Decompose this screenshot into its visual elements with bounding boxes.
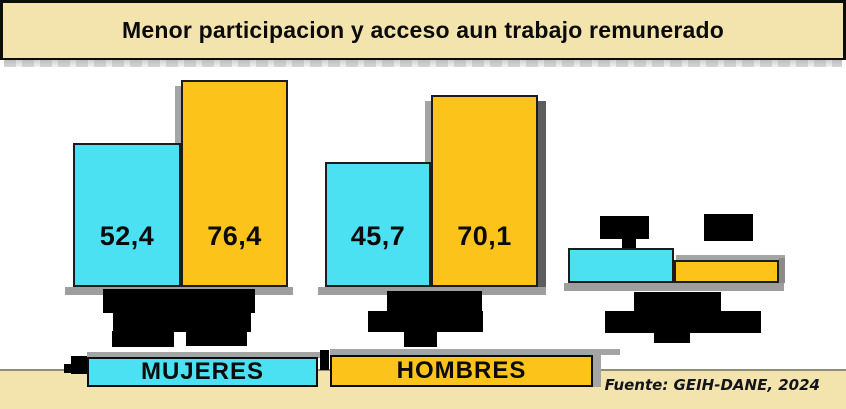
bar-mujeres-group1: 52,4: [73, 143, 181, 287]
legend-hombres-label: HOMBRES: [396, 357, 527, 384]
redacted-label: [368, 311, 483, 332]
bar-shadow: [676, 255, 785, 261]
redacted-label: [113, 312, 251, 332]
redacted-value: [704, 214, 753, 241]
redacted-value: [600, 216, 649, 239]
bar-hombres-group1: 76,4: [181, 80, 288, 287]
legend-shadow: [330, 349, 620, 355]
bar-mujeres-group3: [568, 248, 674, 283]
redacted-label: [112, 331, 174, 347]
redacted-mark: [71, 356, 87, 374]
legend-shadow: [87, 352, 326, 358]
bar-side-shadow: [779, 258, 785, 283]
redacted-label: [605, 311, 761, 333]
bar-hombres-group3: [674, 260, 779, 283]
legend-mujeres: MUJERES: [87, 357, 318, 387]
redacted-value: [622, 238, 636, 248]
legend-hombres: HOMBRES: [330, 355, 593, 387]
redacted-label: [387, 291, 482, 312]
chart-title: Menor participacion y acceso aun trabajo…: [122, 17, 724, 43]
bar-hombres-group2: 70,1: [431, 95, 538, 287]
redacted-label: [634, 292, 721, 311]
bar-value-label: 76,4: [207, 221, 262, 251]
baseline-shadow: [564, 283, 784, 291]
legend-mujeres-label: MUJERES: [140, 358, 265, 385]
bar-side-shadow: [538, 101, 546, 287]
redacted-label: [186, 331, 247, 346]
bar-mujeres-group2: 45,7: [325, 162, 431, 287]
redacted-mark: [64, 364, 72, 373]
bar-shadow: [175, 86, 181, 143]
redacted-label: [103, 289, 255, 313]
bar-shadow: [425, 101, 431, 162]
title-banner: Menor participacion y acceso aun trabajo…: [0, 0, 846, 60]
bar-value-label: 52,4: [99, 221, 155, 251]
legend-shadow: [593, 355, 601, 387]
bar-value-label: 70,1: [457, 221, 512, 251]
source-credit: Fuente: GEIH-DANE, 2024: [604, 376, 820, 394]
redacted-label: [404, 331, 437, 347]
title-banner-shadow: [4, 60, 842, 67]
bar-value-label: 45,7: [350, 221, 406, 251]
redacted-label: [654, 332, 690, 343]
redacted-mark: [320, 350, 329, 370]
